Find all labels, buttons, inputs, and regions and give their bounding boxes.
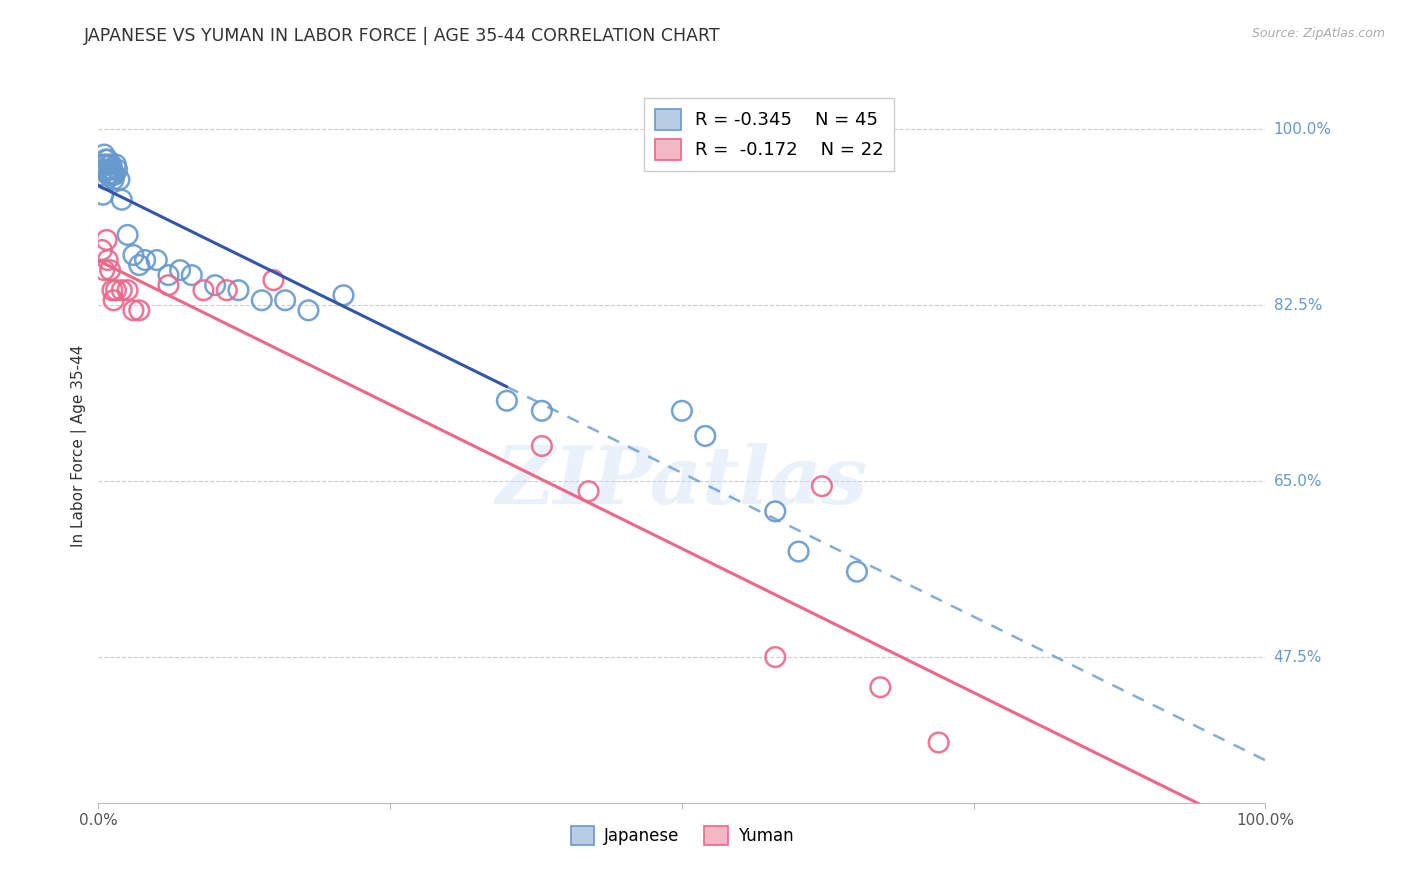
Point	[97, 158, 120, 172]
Point	[530, 439, 553, 453]
Point	[695, 429, 717, 443]
Point	[103, 172, 125, 186]
Point	[671, 404, 693, 418]
Point	[91, 187, 114, 202]
Text: JAPANESE VS YUMAN IN LABOR FORCE | AGE 35-44 CORRELATION CHART: JAPANESE VS YUMAN IN LABOR FORCE | AGE 3…	[84, 27, 721, 45]
Y-axis label: In Labor Force | Age 35-44: In Labor Force | Age 35-44	[72, 345, 87, 547]
Point	[128, 258, 150, 272]
Point	[763, 504, 786, 518]
Point	[846, 565, 869, 579]
Point	[111, 193, 134, 207]
Point	[496, 393, 519, 408]
Point	[274, 293, 297, 308]
Point	[90, 243, 112, 257]
Point	[928, 735, 950, 749]
Point	[108, 172, 131, 186]
Point	[104, 283, 127, 297]
Point	[96, 172, 118, 186]
Point	[117, 283, 139, 297]
Point	[787, 544, 810, 558]
Point	[94, 158, 117, 172]
Text: 47.5%: 47.5%	[1274, 649, 1322, 665]
Point	[100, 168, 122, 182]
Point	[93, 158, 115, 172]
Point	[97, 168, 120, 182]
Point	[578, 484, 600, 499]
Point	[105, 162, 128, 177]
Point	[122, 248, 145, 262]
Text: Source: ZipAtlas.com: Source: ZipAtlas.com	[1251, 27, 1385, 40]
Point	[103, 168, 125, 182]
Point	[98, 168, 121, 182]
Point	[530, 404, 553, 418]
Point	[332, 288, 354, 302]
Text: 82.5%: 82.5%	[1274, 298, 1322, 313]
Point	[250, 293, 273, 308]
Point	[101, 168, 124, 182]
Point	[228, 283, 250, 297]
Legend: Japanese, Yuman: Japanese, Yuman	[564, 819, 800, 852]
Point	[146, 253, 169, 268]
Point	[101, 283, 124, 297]
Point	[262, 273, 284, 287]
Text: 100.0%: 100.0%	[1274, 122, 1331, 136]
Point	[169, 263, 191, 277]
Text: ZIPatlas: ZIPatlas	[496, 443, 868, 520]
Point	[180, 268, 202, 282]
Point	[128, 303, 150, 318]
Point	[157, 278, 180, 293]
Point	[122, 303, 145, 318]
Point	[97, 168, 120, 182]
Point	[93, 147, 115, 161]
Point	[763, 650, 786, 665]
Point	[134, 253, 156, 268]
Point	[297, 303, 319, 318]
Point	[100, 158, 122, 172]
Point	[98, 162, 121, 177]
Point	[97, 253, 120, 268]
Point	[157, 268, 180, 282]
Text: 65.0%: 65.0%	[1274, 474, 1322, 489]
Point	[117, 227, 139, 242]
Point	[104, 168, 127, 182]
Point	[94, 153, 117, 167]
Point	[97, 153, 120, 167]
Point	[811, 479, 834, 493]
Point	[93, 263, 115, 277]
Point	[104, 158, 127, 172]
Point	[111, 283, 134, 297]
Point	[103, 293, 125, 308]
Point	[101, 162, 124, 177]
Point	[204, 278, 226, 293]
Point	[98, 263, 121, 277]
Point	[96, 233, 118, 247]
Point	[96, 162, 118, 177]
Point	[869, 680, 891, 694]
Point	[193, 283, 215, 297]
Point	[215, 283, 238, 297]
